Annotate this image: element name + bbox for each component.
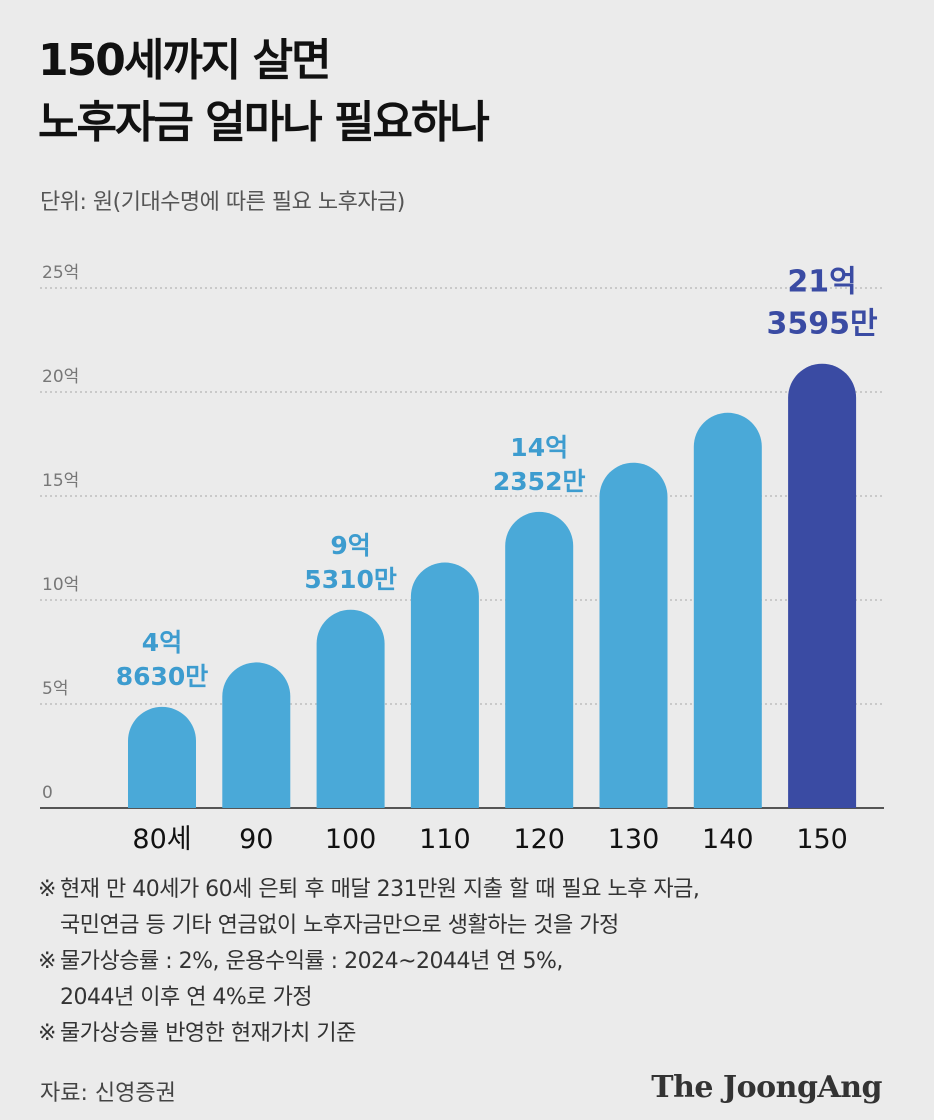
footnote-3: ※ 물가상승률 반영한 현재가치 기준 bbox=[38, 1016, 699, 1052]
x-tick-label: 80세 bbox=[132, 824, 191, 855]
footnote-1-line-2: 국민연금 등 기타 연금없이 노후자금만으로 생활하는 것을 가정 bbox=[60, 913, 619, 938]
footnote-3-line-1: 물가상승률 반영한 현재가치 기준 bbox=[60, 1021, 356, 1046]
source-credit: 자료: 신영증권 bbox=[40, 1081, 176, 1106]
unit-label: 단위: 원(기대수명에 따른 필요 노후자금) bbox=[40, 190, 405, 215]
data-label: 2352만 bbox=[493, 467, 586, 496]
y-tick-label: 25억 bbox=[42, 263, 79, 283]
bar bbox=[788, 363, 857, 808]
bar-chart: 0 5억 10억 15억 20억 25억 80세 90 100 110 120 130 140 150 4억… bbox=[40, 263, 884, 855]
data-label: 5310만 bbox=[304, 565, 397, 594]
data-label: 14억 bbox=[510, 433, 568, 462]
y-tick-label: 5억 bbox=[42, 679, 68, 699]
data-label: 4억 bbox=[142, 628, 182, 657]
y-tick-label: 15억 bbox=[42, 471, 79, 491]
y-tick-label: 10억 bbox=[42, 575, 79, 595]
bar bbox=[128, 706, 196, 808]
bar bbox=[316, 609, 385, 808]
bar bbox=[410, 562, 479, 808]
chart-title: 150세까지 살면 노후자금 얼마나 필요하나 bbox=[38, 30, 490, 154]
data-label: 8630만 bbox=[116, 662, 209, 691]
bar bbox=[599, 462, 668, 808]
data-label: 3595만 bbox=[767, 307, 878, 342]
footnotes: ※ 현재 만 40세가 60세 은퇴 후 매달 231만원 지출 할 때 필요 … bbox=[38, 872, 700, 1052]
footnote-mark: ※ bbox=[38, 1021, 56, 1046]
footnote-mark: ※ bbox=[38, 949, 56, 974]
x-tick-label: 120 bbox=[513, 824, 565, 855]
footnote-1: ※ 현재 만 40세가 60세 은퇴 후 매달 231만원 지출 할 때 필요 … bbox=[38, 872, 700, 944]
title-line-2: 노후자금 얼마나 필요하나 bbox=[38, 97, 490, 148]
x-tick-label: 150 bbox=[796, 824, 848, 855]
footnote-2-line-2: 2044년 이후 연 4%로 가정 bbox=[60, 985, 313, 1010]
x-tick-label: 90 bbox=[239, 824, 273, 855]
footnote-2: ※ 물가상승률 : 2%, 운용수익률 : 2024~2044년 연 5%, 2… bbox=[38, 944, 699, 1016]
y-tick-label: 0 bbox=[42, 783, 53, 803]
y-tick-label: 20억 bbox=[42, 367, 79, 387]
x-tick-label: 110 bbox=[419, 824, 471, 855]
footnote-2-line-1: 물가상승률 : 2%, 운용수익률 : 2024~2044년 연 5%, bbox=[60, 949, 563, 974]
bar bbox=[693, 412, 762, 808]
bar bbox=[222, 662, 291, 808]
bar bbox=[505, 511, 574, 808]
footnote-mark: ※ bbox=[38, 877, 56, 902]
data-label: 21억 bbox=[787, 265, 856, 300]
title-line-1: 150세까지 살면 bbox=[38, 35, 332, 86]
footnote-1-line-1: 현재 만 40세가 60세 은퇴 후 매달 231만원 지출 할 때 필요 노후… bbox=[60, 877, 700, 902]
brand-logo: The JoongAng bbox=[651, 1070, 882, 1105]
x-tick-label: 140 bbox=[702, 824, 754, 855]
x-tick-label: 130 bbox=[608, 824, 660, 855]
data-label: 9억 bbox=[330, 531, 370, 560]
x-tick-label: 100 bbox=[325, 824, 377, 855]
